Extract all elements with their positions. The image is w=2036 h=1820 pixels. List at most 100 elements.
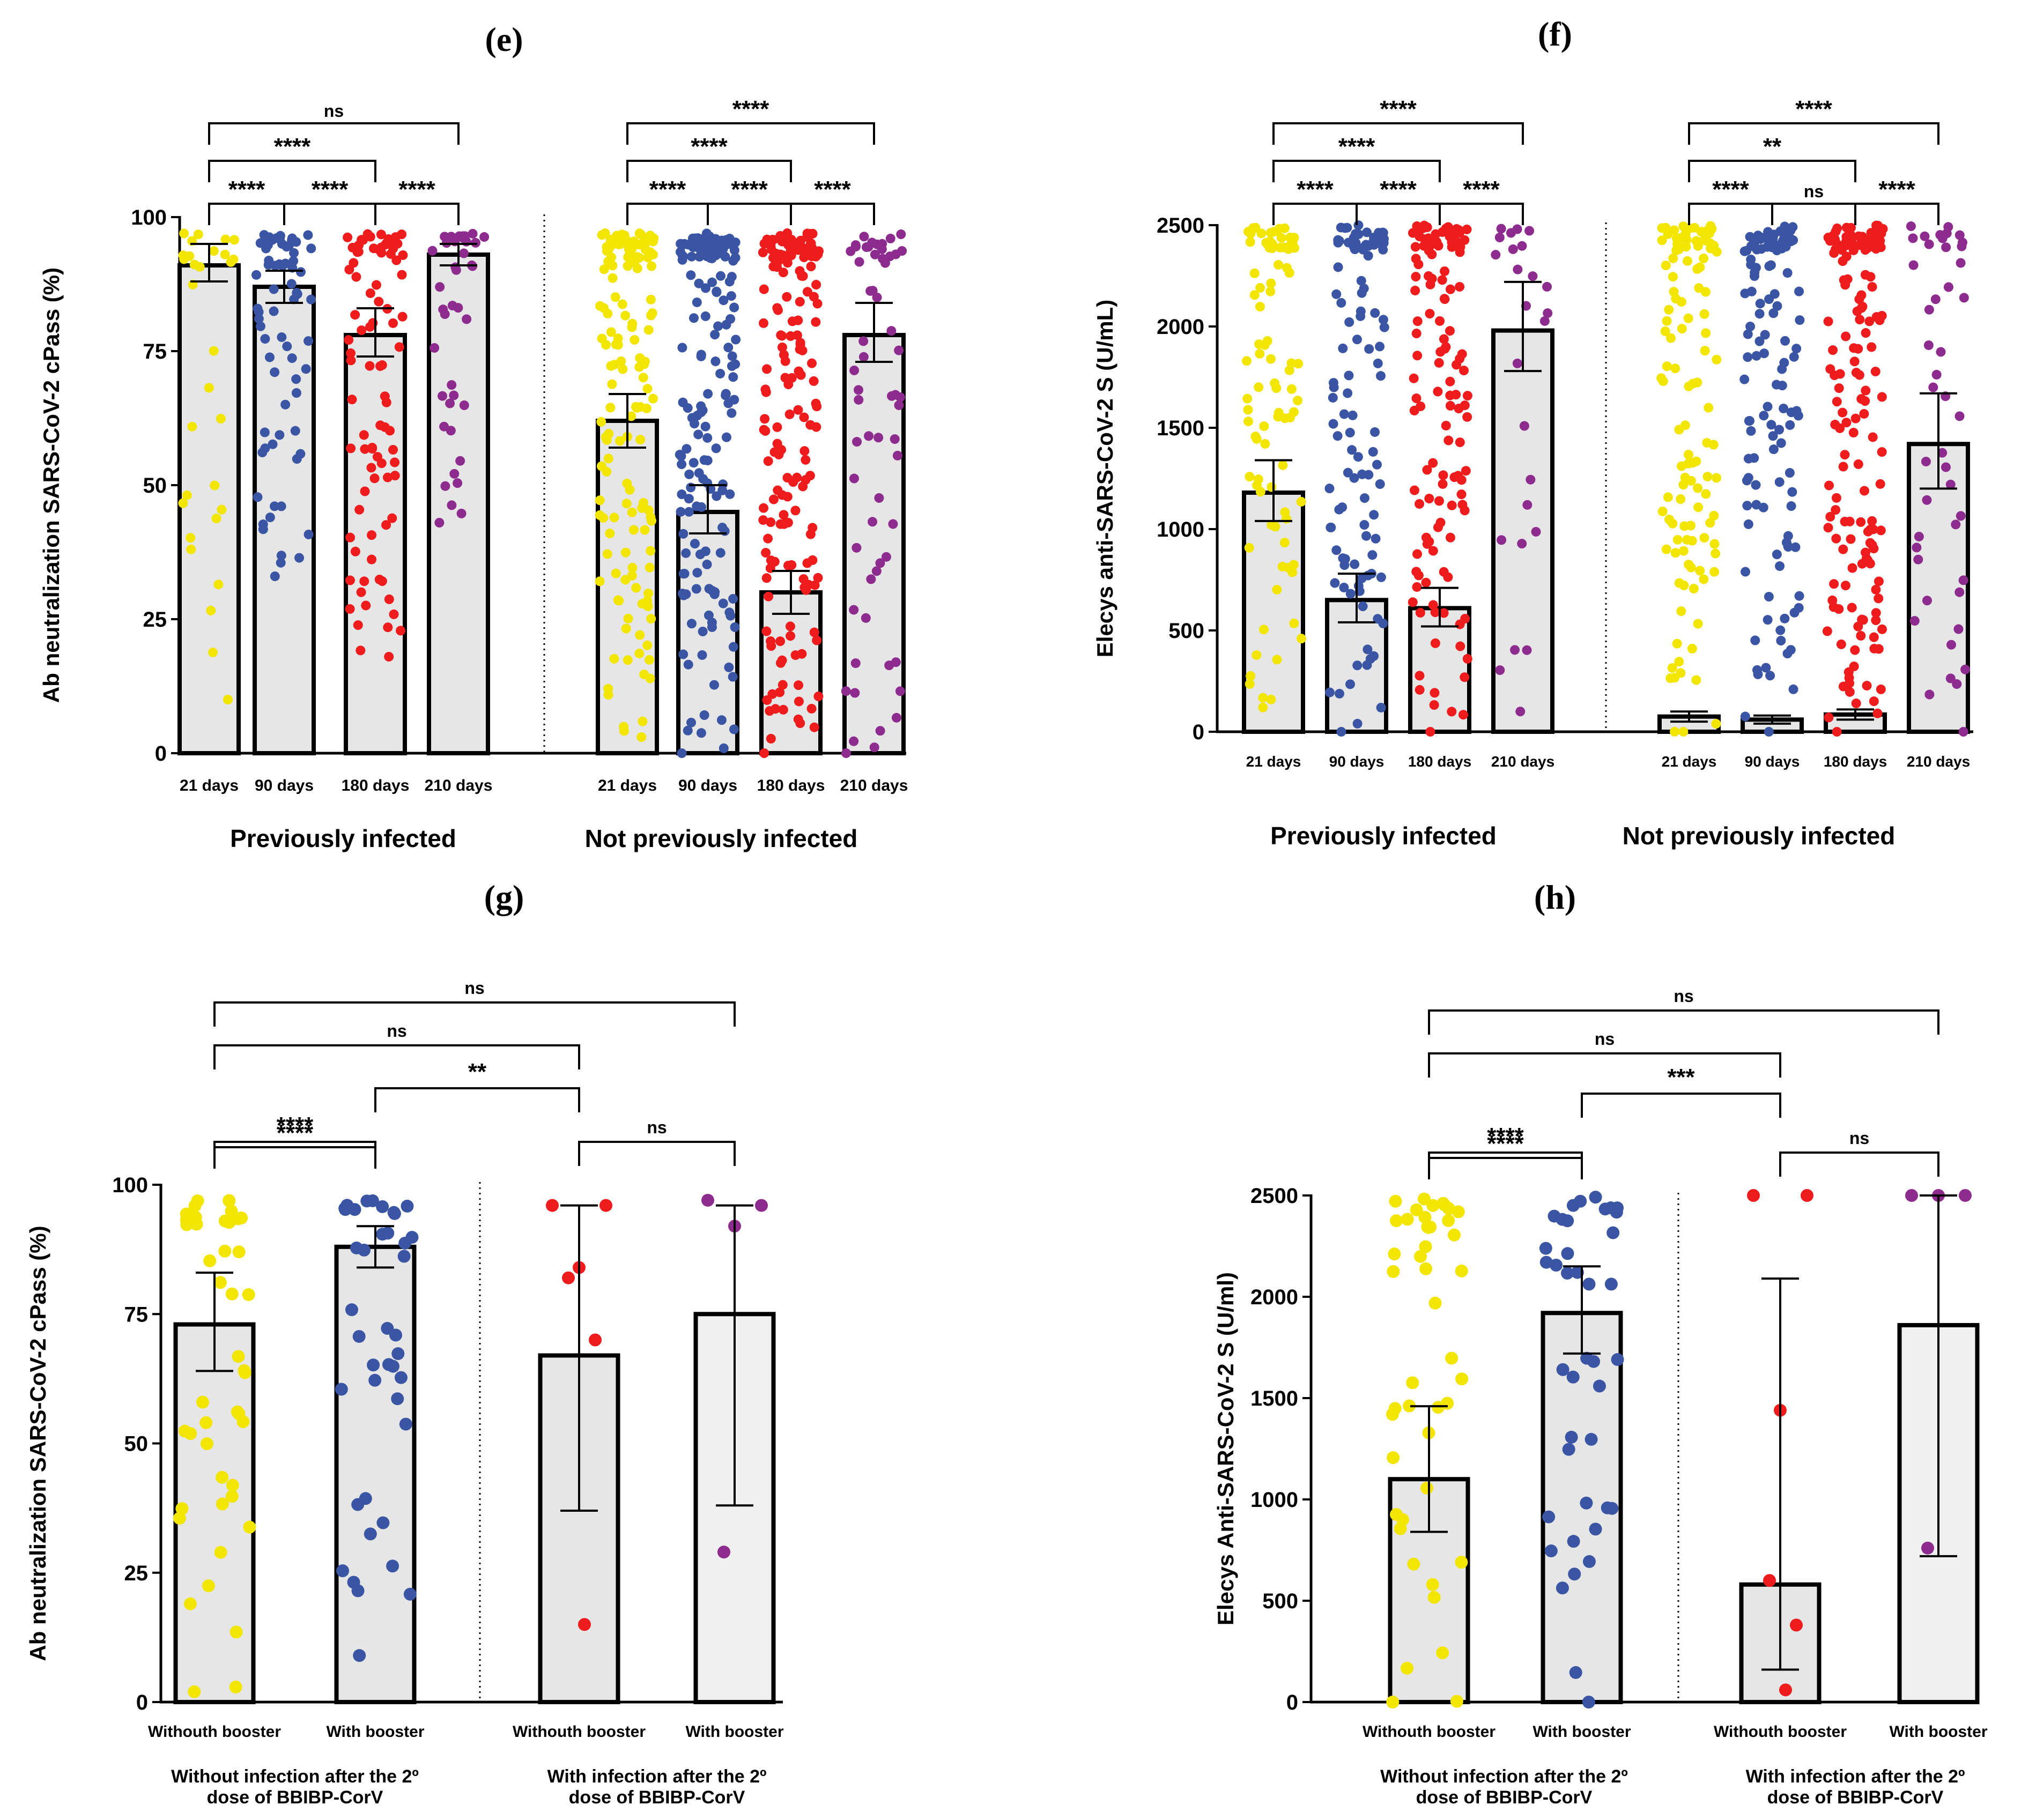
data-point bbox=[1824, 712, 1834, 723]
data-point bbox=[1495, 665, 1505, 675]
data-point bbox=[1258, 693, 1268, 703]
data-point bbox=[880, 258, 890, 268]
data-point bbox=[1789, 607, 1800, 618]
data-point bbox=[1258, 702, 1268, 712]
data-point bbox=[1801, 1189, 1813, 1202]
data-point bbox=[1843, 667, 1854, 677]
data-point bbox=[712, 287, 722, 298]
data-point bbox=[1909, 616, 1920, 626]
data-point bbox=[367, 530, 377, 540]
data-point bbox=[1352, 335, 1362, 345]
data-point bbox=[242, 1288, 255, 1301]
data-point bbox=[710, 234, 721, 244]
data-point bbox=[350, 1241, 363, 1254]
data-point bbox=[301, 364, 311, 374]
category-label: 210 days bbox=[840, 777, 908, 794]
data-point bbox=[1694, 283, 1704, 293]
data-point bbox=[1255, 283, 1265, 293]
data-point bbox=[264, 352, 275, 362]
data-point bbox=[374, 296, 384, 307]
data-point bbox=[1339, 582, 1349, 592]
data-point bbox=[1508, 244, 1518, 254]
data-point bbox=[692, 568, 702, 578]
data-point bbox=[1691, 675, 1701, 685]
data-point bbox=[210, 480, 220, 491]
data-point bbox=[688, 313, 699, 323]
data-point bbox=[1743, 352, 1753, 362]
data-point bbox=[1244, 543, 1254, 553]
data-point bbox=[1582, 1277, 1596, 1291]
category-label: 210 days bbox=[425, 777, 493, 794]
data-point bbox=[782, 228, 793, 239]
data-point bbox=[704, 610, 714, 620]
data-point bbox=[1791, 344, 1802, 354]
data-point bbox=[719, 743, 729, 753]
data-point bbox=[1779, 403, 1789, 413]
data-point bbox=[456, 508, 467, 518]
data-point bbox=[793, 714, 803, 724]
bar bbox=[177, 263, 241, 755]
data-point bbox=[1410, 1203, 1423, 1216]
data-point bbox=[1424, 246, 1434, 256]
data-point bbox=[1841, 331, 1851, 341]
data-point bbox=[702, 433, 713, 443]
data-point bbox=[1774, 477, 1785, 487]
data-point bbox=[677, 748, 687, 758]
data-point bbox=[287, 233, 297, 243]
data-point bbox=[347, 395, 357, 405]
significance-bracket bbox=[213, 1141, 376, 1166]
data-point bbox=[805, 238, 816, 248]
data-point bbox=[684, 507, 694, 517]
data-point bbox=[1249, 268, 1260, 278]
data-point bbox=[1326, 522, 1336, 532]
data-point bbox=[270, 571, 280, 581]
data-point bbox=[1770, 289, 1780, 299]
data-point bbox=[695, 549, 705, 560]
data-point bbox=[1345, 679, 1356, 689]
data-point bbox=[643, 325, 654, 335]
data-point bbox=[1747, 1189, 1760, 1202]
data-point bbox=[606, 240, 617, 250]
data-point bbox=[1687, 643, 1697, 653]
data-point bbox=[1353, 452, 1363, 462]
data-point bbox=[1850, 413, 1861, 424]
data-point bbox=[1660, 326, 1670, 337]
data-point bbox=[1371, 533, 1381, 544]
group-label: Previously infected bbox=[230, 824, 456, 852]
data-point bbox=[707, 277, 717, 287]
data-point bbox=[864, 431, 874, 441]
data-point bbox=[777, 236, 787, 247]
data-point bbox=[203, 1254, 217, 1267]
data-point bbox=[760, 414, 770, 424]
data-point bbox=[858, 352, 869, 362]
data-point bbox=[1274, 259, 1284, 270]
data-point bbox=[786, 631, 796, 641]
data-point bbox=[1787, 487, 1797, 497]
data-point bbox=[376, 1200, 389, 1213]
group-label: Not previously infected bbox=[585, 824, 858, 852]
data-point bbox=[870, 249, 880, 259]
data-point bbox=[1739, 374, 1750, 384]
data-point bbox=[778, 268, 788, 278]
data-point bbox=[759, 284, 769, 294]
y-tick-label: 75 bbox=[143, 340, 167, 363]
data-point bbox=[1286, 384, 1297, 394]
data-point bbox=[189, 1210, 202, 1224]
data-point bbox=[1413, 259, 1424, 270]
bar bbox=[334, 1244, 417, 1705]
data-point bbox=[1693, 483, 1703, 493]
data-point bbox=[676, 451, 686, 461]
data-point bbox=[779, 350, 789, 360]
data-point bbox=[868, 517, 878, 527]
y-tick-label: 2000 bbox=[1250, 1286, 1298, 1309]
data-point bbox=[343, 232, 353, 242]
bar bbox=[1242, 490, 1305, 734]
data-point bbox=[645, 655, 655, 665]
data-point bbox=[1561, 1247, 1574, 1260]
data-point bbox=[1604, 1201, 1618, 1215]
data-point bbox=[1328, 392, 1338, 403]
group-label: With infection after the 2º dose of BBIBP… bbox=[547, 1766, 767, 1808]
data-point bbox=[1424, 1220, 1437, 1234]
data-point bbox=[1742, 501, 1752, 511]
data-point bbox=[1494, 232, 1505, 242]
